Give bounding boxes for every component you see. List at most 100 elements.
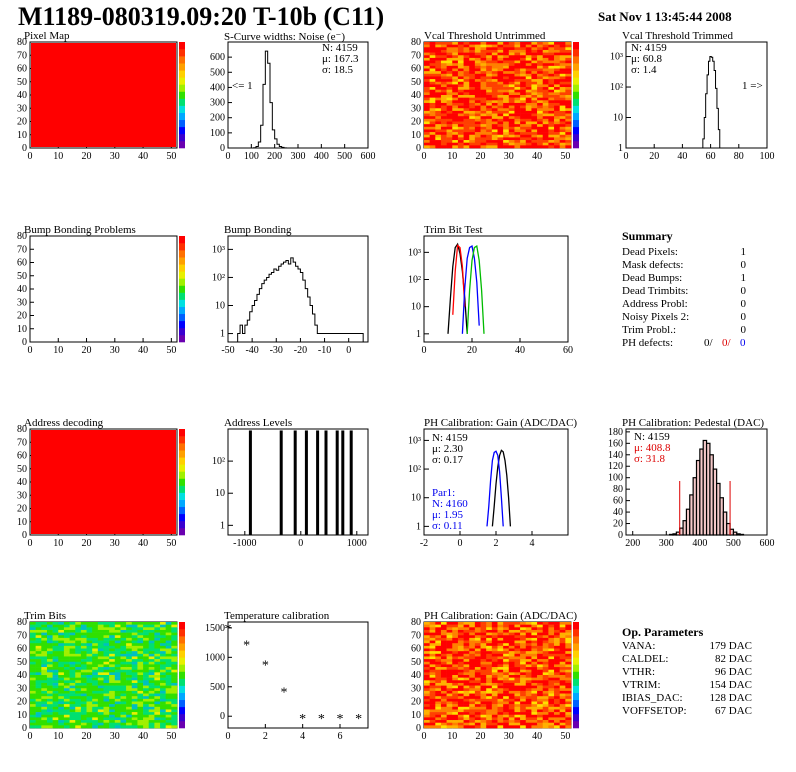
heatmap-cell <box>514 701 521 705</box>
y-tick-label: 10 <box>411 710 421 721</box>
heatmap-cell <box>542 653 549 657</box>
heatmap-cell <box>452 102 459 106</box>
heatmap-cell <box>440 680 447 684</box>
heatmap-cell <box>440 672 447 676</box>
y-tick-label: 500 <box>210 682 225 693</box>
heatmap-cell <box>80 680 87 684</box>
heatmap-cell <box>126 651 133 655</box>
heatmap-cell <box>429 42 436 45</box>
heatmap-cell <box>542 60 549 64</box>
heatmap-cell <box>497 622 504 625</box>
heatmap-cell <box>435 100 442 104</box>
heatmap-cell <box>469 627 476 631</box>
heatmap-cell <box>525 637 532 641</box>
heatmap-cell <box>46 717 53 721</box>
heatmap-cell <box>440 677 447 681</box>
heatmap-cell <box>565 65 572 69</box>
color-scale-segment <box>179 671 185 679</box>
heatmap-cell <box>86 672 93 676</box>
heatmap-cell <box>548 110 555 114</box>
heatmap-cell <box>503 696 510 700</box>
heatmap-cell <box>474 682 481 686</box>
heatmap-cell <box>424 44 430 48</box>
heatmap-cell <box>559 717 566 721</box>
heatmap-cell <box>565 76 572 80</box>
heatmap-cell <box>440 121 447 125</box>
heatmap-cell <box>480 717 487 721</box>
heatmap-cell <box>440 108 447 112</box>
heatmap-cell <box>457 116 464 120</box>
heatmap-cell <box>474 68 481 72</box>
heatmap-cell <box>154 698 161 702</box>
heatmap-cell <box>486 47 493 51</box>
heatmap-cell <box>548 704 555 708</box>
heatmap-cell <box>565 55 572 59</box>
heatmap-cell <box>503 76 510 80</box>
heatmap-cell <box>559 52 566 56</box>
heatmap-cell <box>154 717 161 721</box>
heatmap-cell <box>491 65 498 69</box>
heatmap-cell <box>520 142 527 146</box>
heatmap-cell <box>548 97 555 101</box>
heatmap-cell <box>137 706 144 710</box>
heatmap-cell <box>463 645 470 649</box>
heatmap-cell <box>126 725 133 729</box>
heatmap-cell <box>30 661 36 665</box>
heatmap-cell <box>480 690 487 694</box>
heatmap-cell <box>508 675 515 678</box>
heatmap-cell <box>491 704 498 708</box>
heatmap-cell <box>537 661 544 665</box>
heatmap-cell <box>514 97 521 101</box>
heatmap-cell <box>497 656 504 660</box>
heatmap-cell <box>474 47 481 51</box>
heatmap-cell <box>137 693 144 697</box>
heatmap-cell <box>171 709 178 713</box>
heatmap-cell <box>424 651 430 655</box>
heatmap-cell <box>126 677 133 681</box>
color-scale-segment <box>179 299 185 307</box>
heatmap-cell <box>446 126 453 130</box>
heatmap-cell <box>491 124 498 128</box>
x-tick-label: 200 <box>625 538 640 549</box>
heatmap-cell <box>63 632 70 636</box>
heatmap-cell <box>30 627 36 631</box>
heatmap-cell <box>503 68 510 72</box>
heatmap-cell <box>531 110 538 114</box>
heatmap-cell <box>92 712 99 716</box>
heatmap-cell <box>440 76 447 80</box>
heatmap-cell <box>154 696 161 700</box>
heatmap-cell <box>154 635 161 639</box>
heatmap-cell <box>542 627 549 631</box>
heatmap-cell <box>486 643 493 647</box>
x-tick-label: 10 <box>53 731 63 742</box>
color-scale-segment <box>573 42 579 50</box>
heatmap-cell <box>446 677 453 681</box>
heatmap-cell <box>559 73 566 77</box>
heatmap-cell <box>120 696 127 700</box>
heatmap-cell <box>429 704 436 708</box>
heatmap-cell <box>542 145 549 149</box>
heatmap-cell <box>440 65 447 69</box>
heatmap-cell <box>457 140 464 143</box>
heatmap-cell <box>520 118 527 122</box>
heatmap-cell <box>160 701 166 705</box>
heatmap-cell <box>424 60 430 64</box>
heatmap-cell <box>75 717 82 721</box>
heatmap-cell <box>508 60 515 64</box>
heatmap-cell <box>520 690 527 694</box>
heatmap-cell <box>424 81 430 85</box>
heatmap-cell <box>41 677 48 681</box>
heatmap-cell <box>542 643 549 647</box>
heatmap-cell <box>457 682 464 686</box>
heatmap-cell <box>63 725 70 729</box>
heatmap-cell <box>154 667 161 670</box>
op-rows-value: 154 DAC <box>709 679 752 691</box>
y-tick-label: 30 <box>17 297 27 308</box>
heatmap-cell <box>120 653 127 657</box>
heatmap-cell <box>457 100 464 104</box>
x-tick-label: 0 <box>422 151 427 162</box>
heatmap-cell <box>424 706 430 710</box>
heatmap-cell <box>491 134 498 138</box>
heatmap-cell <box>469 145 476 149</box>
heatmap-cell <box>486 81 493 85</box>
